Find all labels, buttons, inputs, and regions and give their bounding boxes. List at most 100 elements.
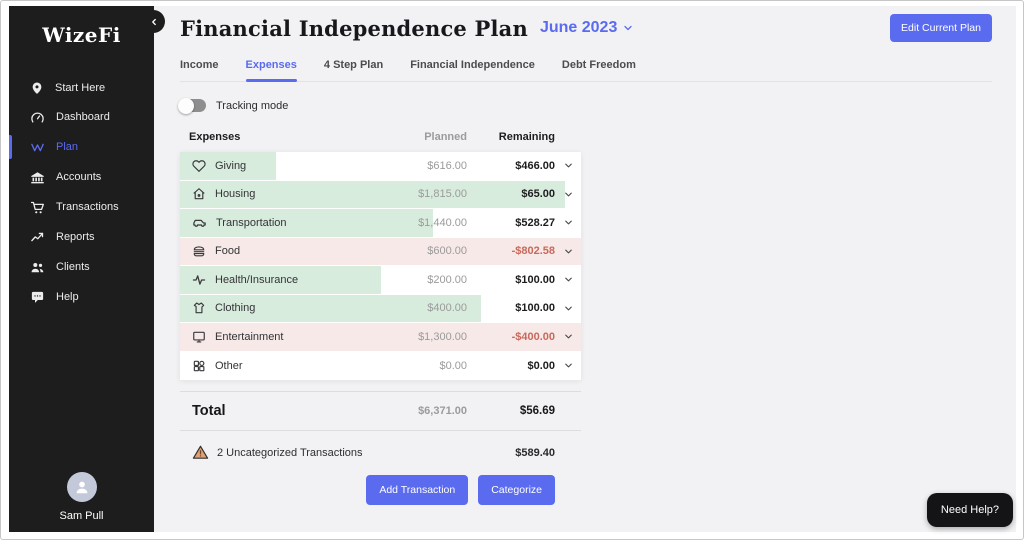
expenses-table: Expenses Planned Remaining Giving $616.0… (180, 127, 581, 505)
expense-rows: Giving $616.00 $466.00 Housing $1,815.00… (180, 152, 581, 380)
expense-row-other[interactable]: Other $0.00 $0.00 (180, 352, 581, 381)
sidebar-item-reports[interactable]: Reports (9, 222, 154, 252)
chevron-down-icon[interactable] (555, 360, 581, 371)
planned-amount: $0.00 (439, 359, 467, 372)
expense-row-food[interactable]: Food $600.00 -$802.58 (180, 237, 581, 266)
sidebar-item-label: Accounts (56, 171, 102, 183)
need-help-button[interactable]: Need Help? (926, 493, 1013, 527)
pulse-icon (192, 273, 206, 287)
expense-row-giving[interactable]: Giving $616.00 $466.00 (180, 152, 581, 181)
categorize-button[interactable]: Categorize (478, 475, 555, 505)
sidebar-collapse-button[interactable] (142, 10, 165, 33)
chevron-down-icon[interactable] (555, 160, 581, 171)
sidebar-item-label: Reports (56, 231, 95, 243)
planned-amount: $1,300.00 (418, 330, 467, 343)
brand-logo: WizeFi (42, 23, 121, 47)
total-label: Total (192, 403, 226, 419)
remaining-amount: $100.00 (515, 273, 555, 286)
heart-icon (192, 159, 206, 173)
sidebar-item-label: Start Here (55, 81, 106, 94)
uncategorized-label: 2 Uncategorized Transactions (217, 446, 363, 459)
total-remaining: $56.69 (519, 405, 555, 417)
category-name: Clothing (215, 302, 256, 315)
chevron-down-icon[interactable] (555, 217, 581, 228)
sidebar-item-help[interactable]: Help (9, 282, 154, 312)
sidebar-item-dashboard[interactable]: Dashboard (9, 102, 154, 132)
category-name: Entertainment (215, 330, 284, 343)
tracking-mode-toggle[interactable] (178, 97, 206, 114)
sidebar-item-start-here[interactable]: Start Here (9, 73, 154, 102)
planned-amount: $1,815.00 (418, 188, 467, 201)
sidebar: WizeFi Start Here Dashboard Plan Account… (9, 6, 165, 532)
budget-progress-fill (180, 237, 581, 265)
total-planned: $6,371.00 (418, 405, 467, 417)
expense-row-entertainment[interactable]: Entertainment $1,300.00 -$400.00 (180, 323, 581, 352)
sidebar-item-accounts[interactable]: Accounts (9, 162, 154, 192)
user-name: Sam Pull (59, 510, 104, 522)
planned-amount: $400.00 (427, 302, 467, 315)
chevron-down-icon (624, 25, 632, 31)
tracking-mode-label: Tracking mode (216, 99, 289, 112)
chevron-down-icon[interactable] (555, 303, 581, 314)
chat-icon (31, 291, 44, 303)
chevron-down-icon[interactable] (555, 274, 581, 285)
add-transaction-button[interactable]: Add Transaction (366, 475, 469, 505)
column-remaining: Remaining (498, 131, 555, 143)
budget-progress-fill (180, 266, 381, 294)
expense-row-clothing[interactable]: Clothing $400.00 $100.00 (180, 294, 581, 323)
sidebar-item-label: Clients (56, 261, 90, 273)
category-name: Health/Insurance (215, 273, 299, 286)
category-name: Transportation (216, 216, 287, 229)
remaining-amount: $100.00 (515, 302, 555, 315)
pin-icon (32, 81, 42, 94)
table-header: Expenses Planned Remaining (180, 127, 581, 152)
warning-icon (192, 444, 209, 461)
gauge-icon (31, 112, 44, 123)
sidebar-item-transactions[interactable]: Transactions (9, 192, 154, 222)
trend-icon (31, 232, 44, 241)
uncategorized-row: 2 Uncategorized Transactions $589.40 (180, 444, 581, 461)
user-profile[interactable]: Sam Pull (9, 472, 154, 522)
tab-debt-freedom[interactable]: Debt Freedom (561, 59, 636, 71)
tab-4-step-plan[interactable]: 4 Step Plan (323, 59, 384, 71)
tab-income[interactable]: Income (180, 59, 219, 71)
category-name: Giving (215, 159, 247, 172)
tab-bar: Income Expenses 4 Step Plan Financial In… (180, 59, 992, 82)
budget-progress-fill (180, 209, 433, 237)
chevron-left-icon (151, 18, 156, 25)
tab-expenses[interactable]: Expenses (245, 59, 298, 82)
sidebar-item-label: Transactions (56, 201, 119, 213)
remaining-amount: -$802.58 (511, 245, 555, 258)
sidebar-item-label: Dashboard (56, 111, 110, 123)
sidebar-item-clients[interactable]: Clients (9, 252, 154, 282)
period-label: June 2023 (539, 19, 618, 36)
remaining-amount: $65.00 (521, 188, 555, 201)
budget-progress-fill (180, 323, 581, 351)
expense-row-health-insurance[interactable]: Health/Insurance $200.00 $100.00 (180, 266, 581, 295)
budget-progress-fill (180, 180, 565, 208)
expense-row-transportation[interactable]: Transportation $1,440.00 $528.27 (180, 209, 581, 238)
toggle-knob (178, 97, 194, 114)
main-content: Financial Independence Plan June 2023 Ed… (154, 6, 1016, 532)
remaining-amount: -$400.00 (511, 330, 555, 343)
people-icon (31, 262, 44, 272)
chevron-down-icon[interactable] (555, 246, 581, 257)
chevron-down-icon[interactable] (555, 189, 581, 200)
remaining-amount: $466.00 (515, 159, 555, 172)
chevron-down-icon[interactable] (555, 331, 581, 342)
column-planned: Planned (424, 131, 467, 143)
planned-amount: $200.00 (427, 273, 467, 286)
tab-financial-independence[interactable]: Financial Independence (410, 59, 535, 71)
category-name: Food (215, 245, 241, 258)
category-name: Other (215, 359, 243, 372)
edit-current-plan-button[interactable]: Edit Current Plan (890, 14, 992, 42)
avatar (66, 472, 97, 502)
grid-icon (192, 359, 206, 373)
person-icon (76, 481, 87, 494)
sidebar-item-plan[interactable]: Plan (9, 132, 154, 162)
sidebar-item-label: Help (56, 291, 79, 303)
total-row: Total $6,371.00 $56.69 (180, 391, 581, 431)
period-selector[interactable]: June 2023 (540, 19, 634, 37)
expense-row-housing[interactable]: Housing $1,815.00 $65.00 (180, 180, 581, 209)
